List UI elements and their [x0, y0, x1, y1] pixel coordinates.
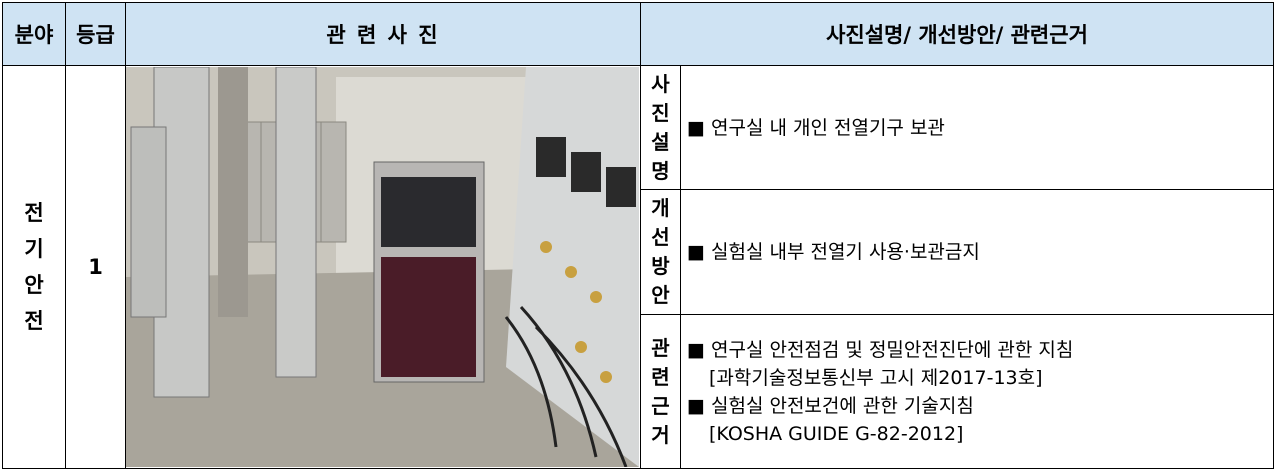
photo	[126, 67, 639, 467]
row-label-cell: 관련근거	[640, 314, 681, 469]
row-label-cell: 개선방안	[640, 189, 681, 315]
description-line: ■ 연구실 안전점검 및 정밀안전진단에 관한 지침	[687, 338, 1074, 361]
row-label-cell: 사진설명	[640, 65, 681, 190]
description-line: ■ 연구실 내 개인 전열기구 보관	[687, 116, 945, 139]
row-label: 관련근거	[651, 335, 670, 447]
grade: 1	[65, 65, 126, 469]
header-cell: 관 련 사 진	[125, 2, 641, 66]
row-label: 사진설명	[651, 71, 670, 183]
row-description: ■ 연구실 내 개인 전열기구 보관	[680, 65, 1274, 190]
description-line: [과학기술정보통신부 고시 제2017-13호]	[709, 366, 1043, 389]
description-lines: ■ 연구실 안전점검 및 정밀안전진단에 관한 지침 [과학기술정보통신부 고시 …	[687, 336, 1073, 448]
row-label: 개선방안	[651, 196, 670, 307]
description-line: ■ 실험실 안전보건에 관한 기술지침	[687, 394, 974, 417]
description-line: ■ 실험실 내부 전열기 사용·보관금지	[687, 241, 980, 263]
row-description: ■ 실험실 내부 전열기 사용·보관금지	[680, 189, 1274, 315]
description-lines: ■ 연구실 내 개인 전열기구 보관	[687, 114, 945, 142]
category-cell: 전기안전	[2, 65, 66, 469]
header-cell: 사진설명/ 개선방안/ 관련근거	[640, 2, 1274, 66]
header-cell: 분야	[2, 2, 66, 66]
description-lines: ■ 실험실 내부 전열기 사용·보관금지	[687, 238, 980, 266]
row-description: ■ 연구실 안전점검 및 정밀안전진단에 관한 지침 [과학기술정보통신부 고시 …	[680, 314, 1274, 469]
category: 전기안전	[24, 201, 44, 333]
header-cell: 등급	[65, 2, 126, 66]
description-line: [KOSHA GUIDE G-82-2012]	[709, 422, 964, 445]
